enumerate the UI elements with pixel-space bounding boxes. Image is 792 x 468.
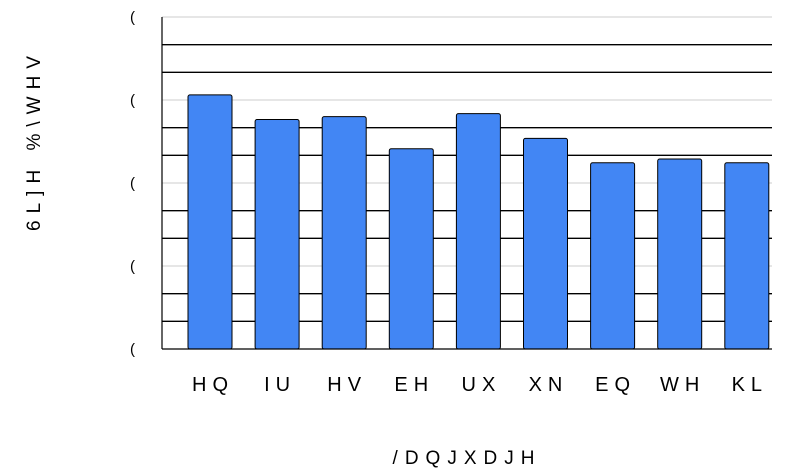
x-category-label: IU [264,374,296,396]
bar [388,148,434,350]
x-category-labels: HQ IU HV EH UX XN EQ WH KL [192,374,768,396]
bar [254,119,300,350]
x-category-label: WH [660,374,705,396]
y-tick-labels: ( ( ( ( ( [130,9,137,358]
bar [321,116,367,350]
bar [724,162,770,350]
x-category-label: XN [529,374,569,396]
y-tick-label: ( [130,9,137,26]
bar [455,113,501,350]
x-category-label: UX [462,374,502,396]
y-axis-title: 6L]H %\WHV [24,49,45,231]
x-category-label: EQ [595,374,636,396]
x-axis-title: /DQJXDJH [393,448,542,468]
bar [523,137,568,350]
y-tick-label: ( [130,341,137,358]
x-category-label: HQ [192,374,234,396]
x-category-label: KL [732,374,768,396]
x-category-label: EH [394,374,434,396]
y-tick-label: ( [130,258,137,275]
y-tick-label: ( [130,175,137,192]
bar [657,158,703,350]
x-category-label: HV [327,374,367,396]
bar [590,162,636,350]
y-tick-label: ( [130,92,137,109]
bar [187,94,233,350]
bars [187,94,770,350]
